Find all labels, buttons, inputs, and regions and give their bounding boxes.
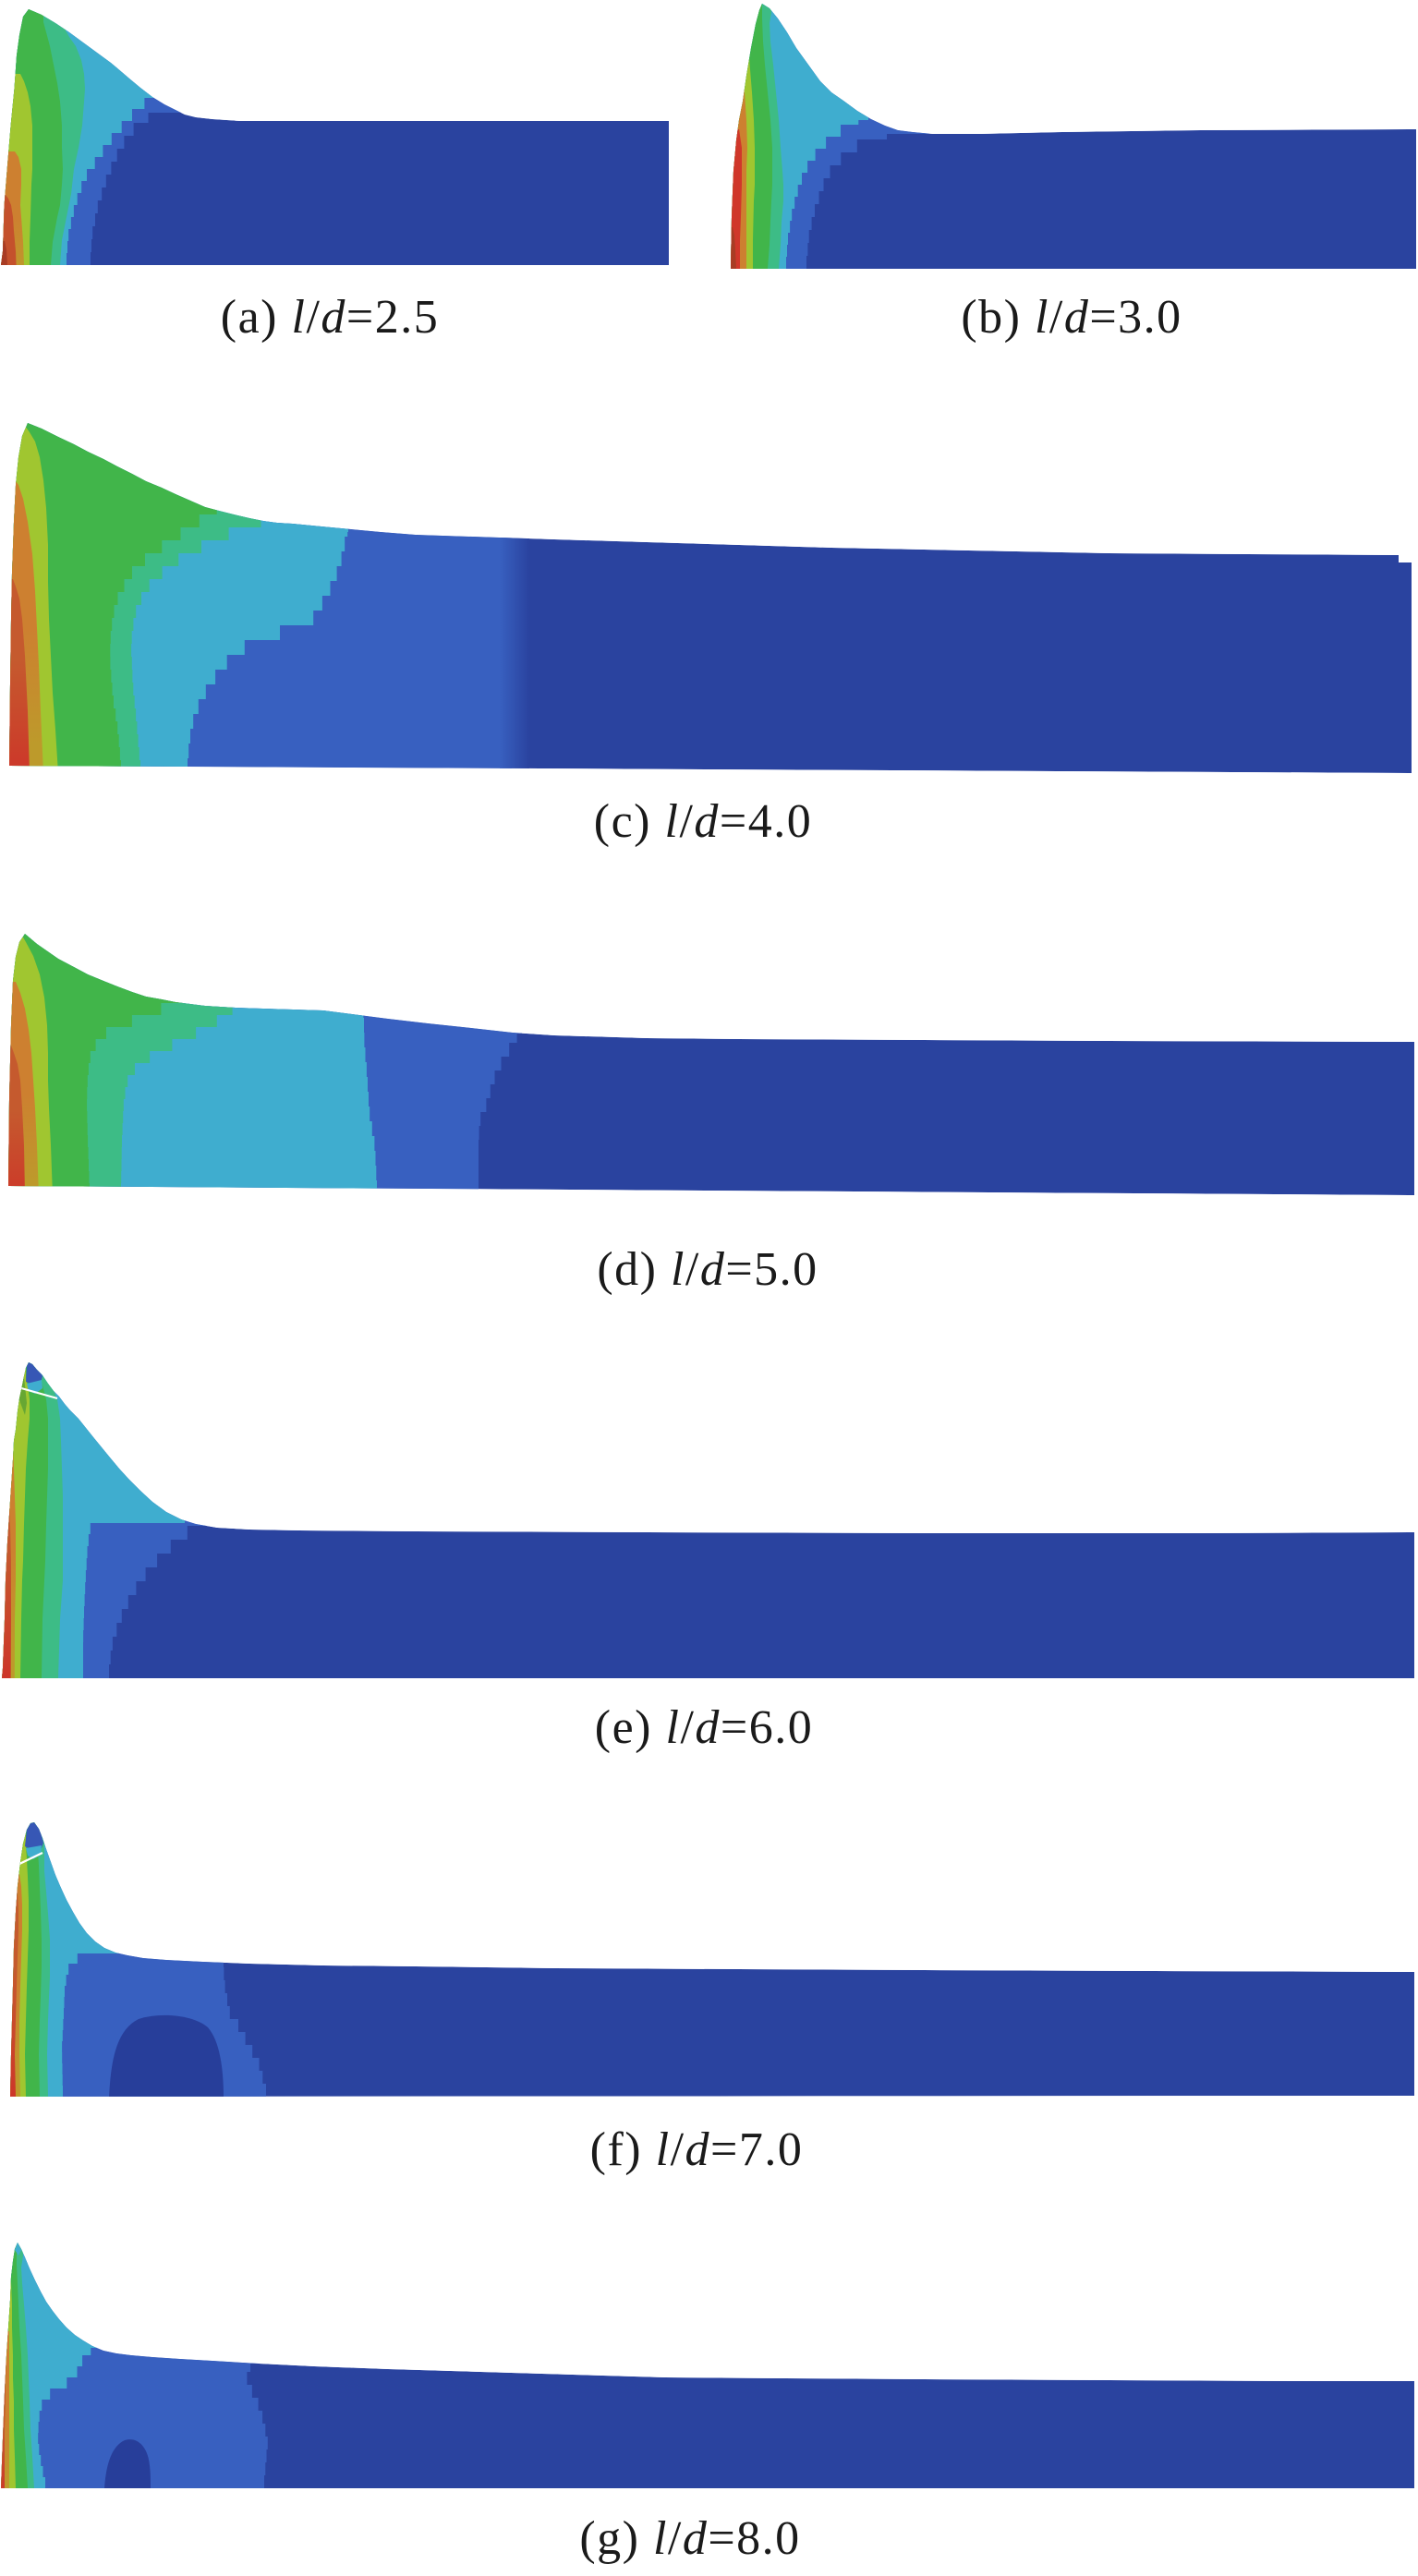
svg-text:(f) l/d=7.0: (f) l/d=7.0	[590, 2123, 804, 2176]
svg-text:(g) l/d=8.0: (g) l/d=8.0	[579, 2512, 800, 2565]
svg-text:(d) l/d=5.0: (d) l/d=5.0	[597, 1243, 818, 1296]
svg-text:(a) l/d=2.5: (a) l/d=2.5	[221, 291, 439, 344]
svg-text:(b) l/d=3.0: (b) l/d=3.0	[961, 291, 1182, 344]
svg-text:(c) l/d=4.0: (c) l/d=4.0	[594, 795, 812, 848]
svg-text:(e) l/d=6.0: (e) l/d=6.0	[595, 1701, 813, 1754]
